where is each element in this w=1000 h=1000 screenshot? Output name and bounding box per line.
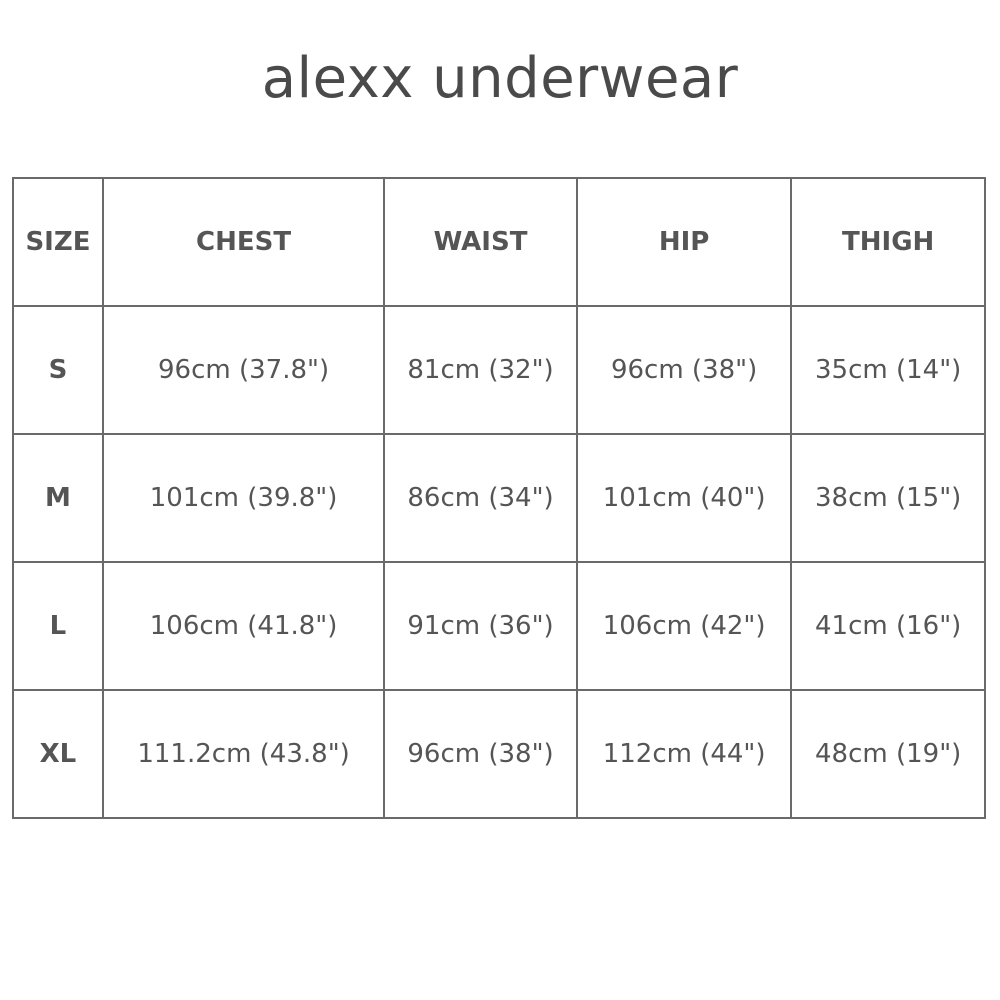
chest-cell: 101cm (39.8") (101, 433, 386, 563)
chest-cell: 96cm (37.8") (101, 305, 386, 435)
thigh-cell: 48cm (19") (790, 689, 986, 819)
header-chest: CHEST (101, 177, 386, 307)
waist-cell: 81cm (32") (383, 305, 578, 435)
chest-cell: 111.2cm (43.8") (101, 689, 386, 819)
page-title: alexx underwear (261, 46, 739, 111)
header-thigh: THIGH (790, 177, 986, 307)
thigh-cell: 41cm (16") (790, 561, 986, 691)
waist-cell: 86cm (34") (383, 433, 578, 563)
header-waist: WAIST (383, 177, 578, 307)
hip-cell: 106cm (42") (575, 561, 793, 691)
table-row: M 101cm (39.8") 86cm (34") 101cm (40") 3… (12, 433, 986, 563)
chest-cell: 106cm (41.8") (101, 561, 386, 691)
header-size: SIZE (12, 177, 104, 307)
hip-cell: 101cm (40") (575, 433, 793, 563)
waist-cell: 91cm (36") (383, 561, 578, 691)
thigh-cell: 38cm (15") (790, 433, 986, 563)
header-hip: HIP (575, 177, 793, 307)
size-cell: XL (12, 689, 104, 819)
table-row: S 96cm (37.8") 81cm (32") 96cm (38") 35c… (12, 305, 986, 435)
waist-cell: 96cm (38") (383, 689, 578, 819)
size-cell: L (12, 561, 104, 691)
size-cell: S (12, 305, 104, 435)
size-chart-table: SIZE CHEST WAIST HIP THIGH S 96cm (37.8"… (12, 177, 986, 819)
hip-cell: 96cm (38") (575, 305, 793, 435)
header-row: SIZE CHEST WAIST HIP THIGH (12, 177, 986, 307)
table-row: L 106cm (41.8") 91cm (36") 106cm (42") 4… (12, 561, 986, 691)
size-cell: M (12, 433, 104, 563)
thigh-cell: 35cm (14") (790, 305, 986, 435)
table-row: XL 111.2cm (43.8") 96cm (38") 112cm (44"… (12, 689, 986, 819)
hip-cell: 112cm (44") (575, 689, 793, 819)
